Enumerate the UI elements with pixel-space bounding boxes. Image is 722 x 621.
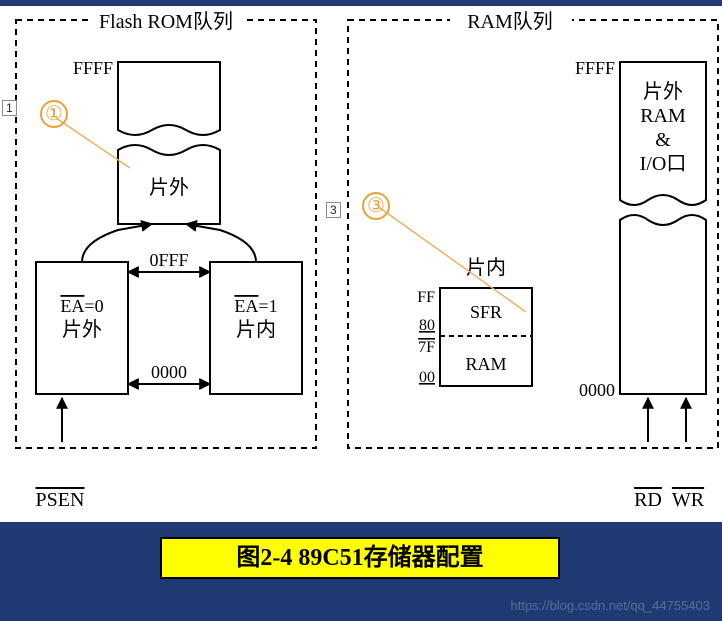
- left-top-addr: FFFF: [73, 58, 113, 78]
- marker-3: 3: [326, 202, 341, 218]
- figure-caption: 图2-4 89C51存储器配置: [160, 537, 560, 579]
- offchip-addr-top: FFFF: [575, 58, 615, 78]
- left-connector-1: [82, 224, 152, 262]
- onchip-title: 片内: [466, 256, 506, 279]
- wr-label: WR: [672, 489, 705, 511]
- ea1-line1: EA=1: [234, 296, 277, 316]
- addr-ff: FF: [417, 289, 435, 306]
- circled-3: ③: [362, 192, 390, 220]
- rd-label: RD: [634, 489, 662, 511]
- left-top-label: 片外: [149, 176, 189, 199]
- psen-label: PSEN: [36, 489, 85, 511]
- addr-0fff: 0FFF: [149, 250, 188, 270]
- left-connector-2: [186, 224, 256, 262]
- right-title: RAM队列: [467, 10, 553, 33]
- ea0-line2: 片外: [62, 318, 102, 341]
- sfr-label: SFR: [470, 302, 502, 322]
- addr-80: 80: [419, 317, 435, 334]
- left-title: Flash ROM队列: [99, 10, 233, 33]
- ram-label: RAM: [465, 354, 506, 374]
- left-top-block: FFFF 片外: [73, 58, 220, 224]
- addr-0000: 0000: [151, 362, 187, 382]
- addr-7f: 7F: [418, 339, 435, 356]
- addr-00: 00: [419, 369, 435, 386]
- ea1-line2: 片内: [236, 318, 276, 341]
- offchip-addr-bot: 0000: [579, 380, 615, 400]
- circled-1: ①: [40, 100, 68, 128]
- offchip-l4: I/O口: [640, 153, 687, 175]
- marker-1: 1: [2, 100, 17, 116]
- offchip-l2: RAM: [640, 105, 686, 127]
- watermark: https://blog.csdn.net/qq_44755403: [511, 598, 711, 613]
- offchip-l1: 片外: [643, 80, 683, 103]
- offchip-l3: &: [655, 129, 671, 151]
- diagram-svg: Flash ROM队列 FFFF 片外 EA=0 片外 EA=1 片内 0FFF…: [0, 6, 722, 522]
- diagram-canvas: Flash ROM队列 FFFF 片外 EA=0 片外 EA=1 片内 0FFF…: [0, 6, 722, 522]
- ea0-line1: EA=0: [60, 296, 103, 316]
